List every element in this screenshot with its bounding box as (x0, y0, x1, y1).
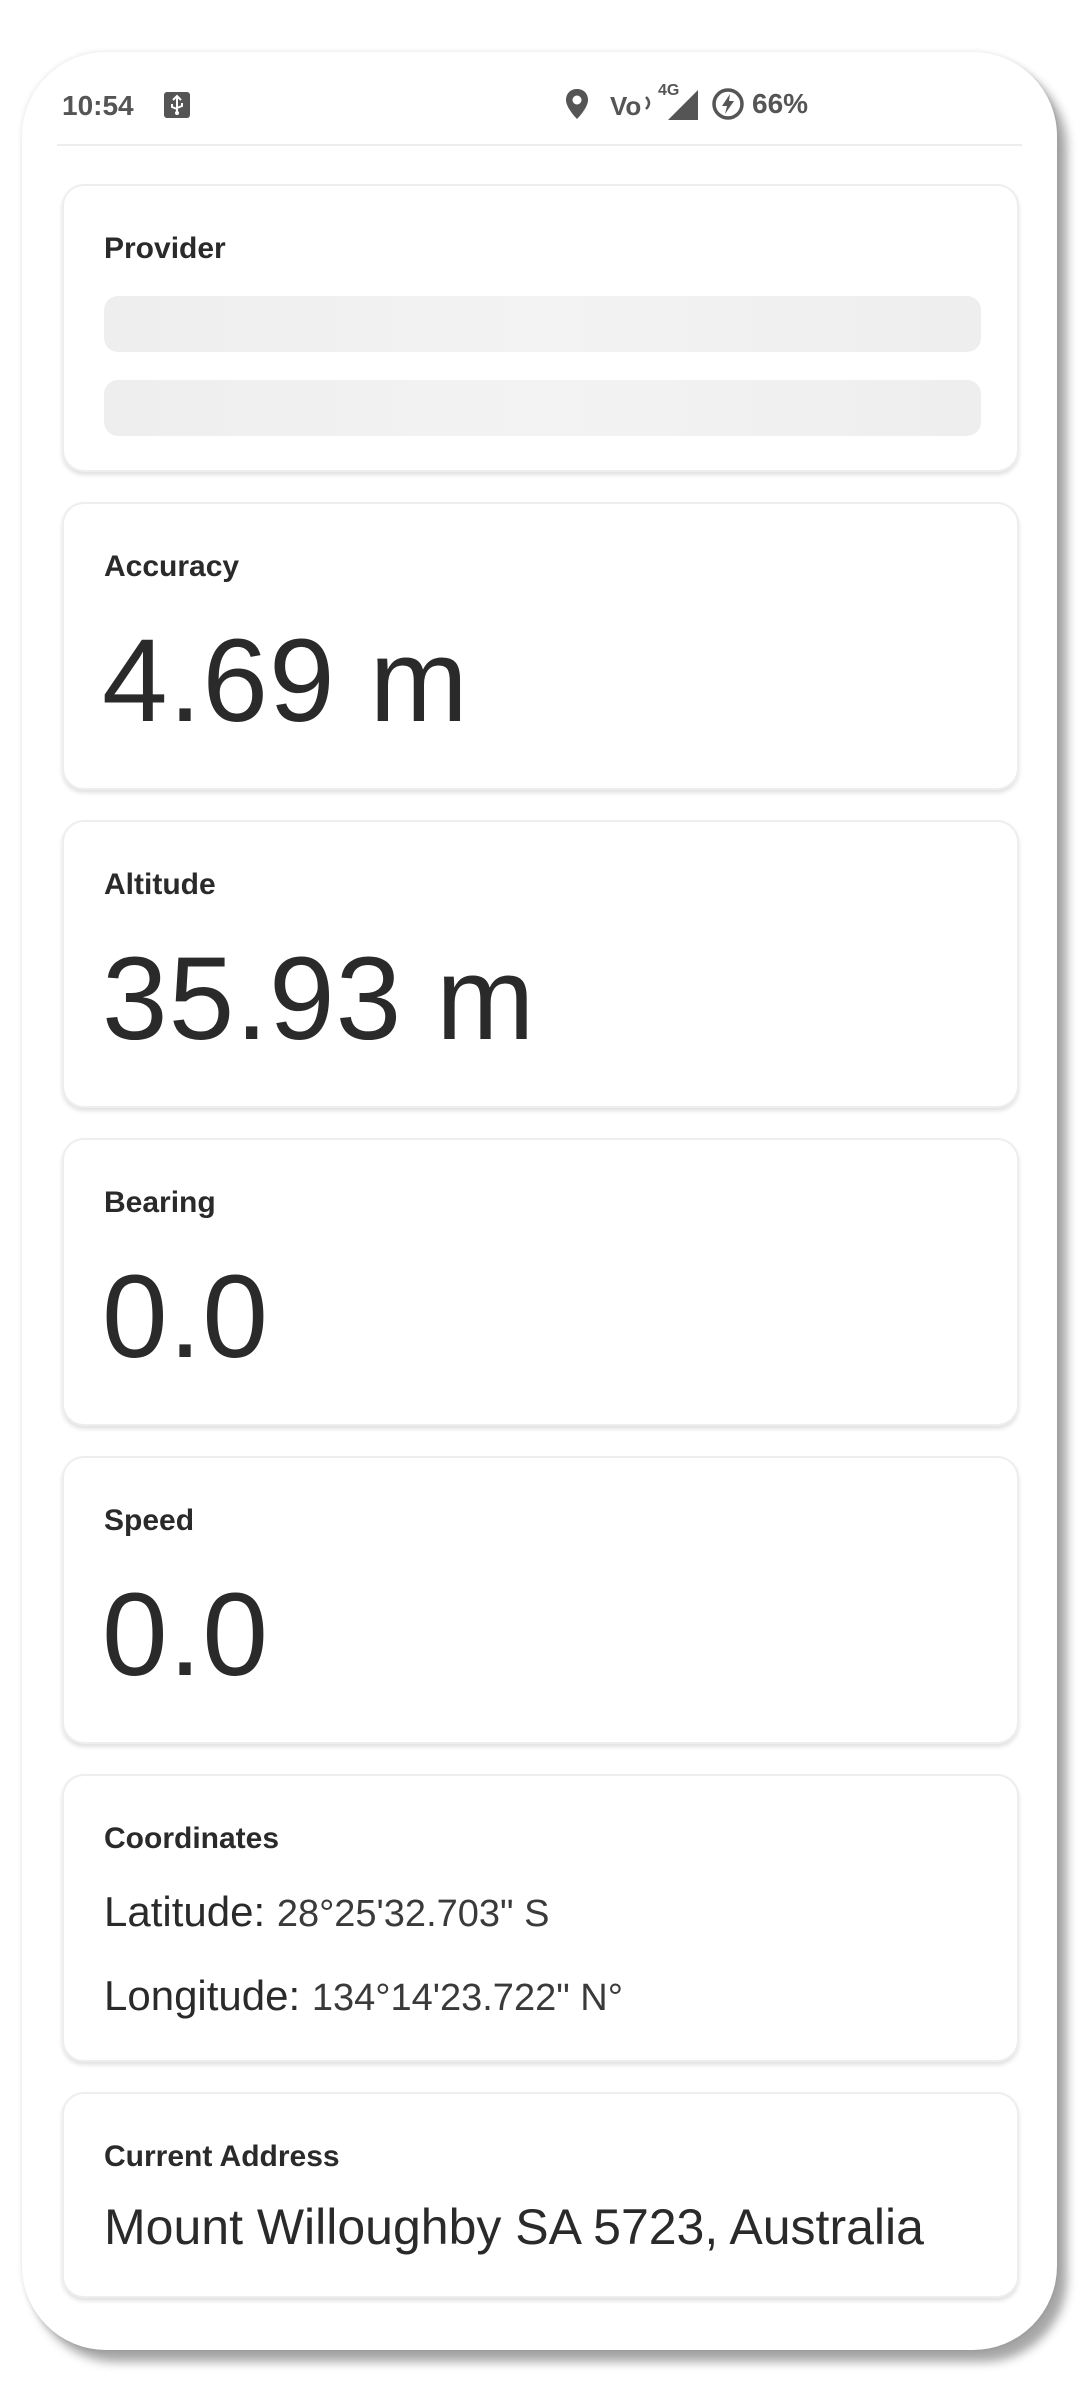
provider-card: Provider (62, 184, 1019, 472)
battery-percentage: 66% (752, 88, 809, 119)
longitude-key: Longitude: (104, 1972, 301, 2019)
altitude-card: Altitude 35.93 m (62, 820, 1019, 1108)
bearing-value: 0.0 (102, 1251, 270, 1383)
status-icons: Vo 4G 66% (562, 82, 809, 124)
bearing-label: Bearing (104, 1186, 216, 1219)
speed-value: 0.0 (102, 1569, 270, 1701)
status-time: 10:54 (62, 90, 134, 121)
speed-label: Speed (104, 1504, 195, 1537)
svg-text:Vo: Vo (610, 91, 641, 121)
coordinates-card: Coordinates Latitude: 28°25'32.703" S Lo… (62, 1774, 1019, 2062)
network-type-label: 4G (658, 82, 680, 99)
status-bar: 10:54 Vo 4G (22, 52, 1057, 144)
provider-skeleton-line (104, 296, 981, 352)
bearing-card: Bearing 0.0 (62, 1138, 1019, 1426)
status-divider (57, 144, 1022, 146)
altitude-value: 35.93 m (102, 933, 536, 1065)
signal-icon: 4G (658, 82, 702, 124)
speed-card: Speed 0.0 (62, 1456, 1019, 1744)
location-pin-icon (566, 89, 588, 119)
accuracy-card: Accuracy 4.69 m (62, 502, 1019, 790)
provider-skeleton-line (104, 380, 981, 436)
coordinates-label: Coordinates (104, 1822, 280, 1855)
accuracy-label: Accuracy (104, 550, 240, 583)
volte-icon: Vo (610, 91, 651, 121)
address-value: Mount Willoughby SA 5723, Australia (104, 2199, 924, 2255)
longitude-value: 134°14'23.722" N° (311, 1977, 623, 2019)
phone-screen: 10:54 Vo 4G (22, 52, 1057, 2350)
provider-label: Provider (104, 232, 226, 265)
battery-saver-icon (712, 88, 744, 120)
usb-icon (164, 92, 190, 118)
latitude-row: Latitude: 28°25'32.703" S (104, 1888, 549, 1936)
altitude-label: Altitude (104, 868, 216, 901)
accuracy-value: 4.69 m (102, 615, 469, 747)
address-card: Current Address Mount Willoughby SA 5723… (62, 2092, 1019, 2298)
address-label: Current Address (104, 2140, 340, 2173)
longitude-row: Longitude: 134°14'23.722" N° (104, 1972, 623, 2020)
latitude-value: 28°25'32.703" S (276, 1893, 550, 1935)
latitude-key: Latitude: (104, 1888, 266, 1935)
